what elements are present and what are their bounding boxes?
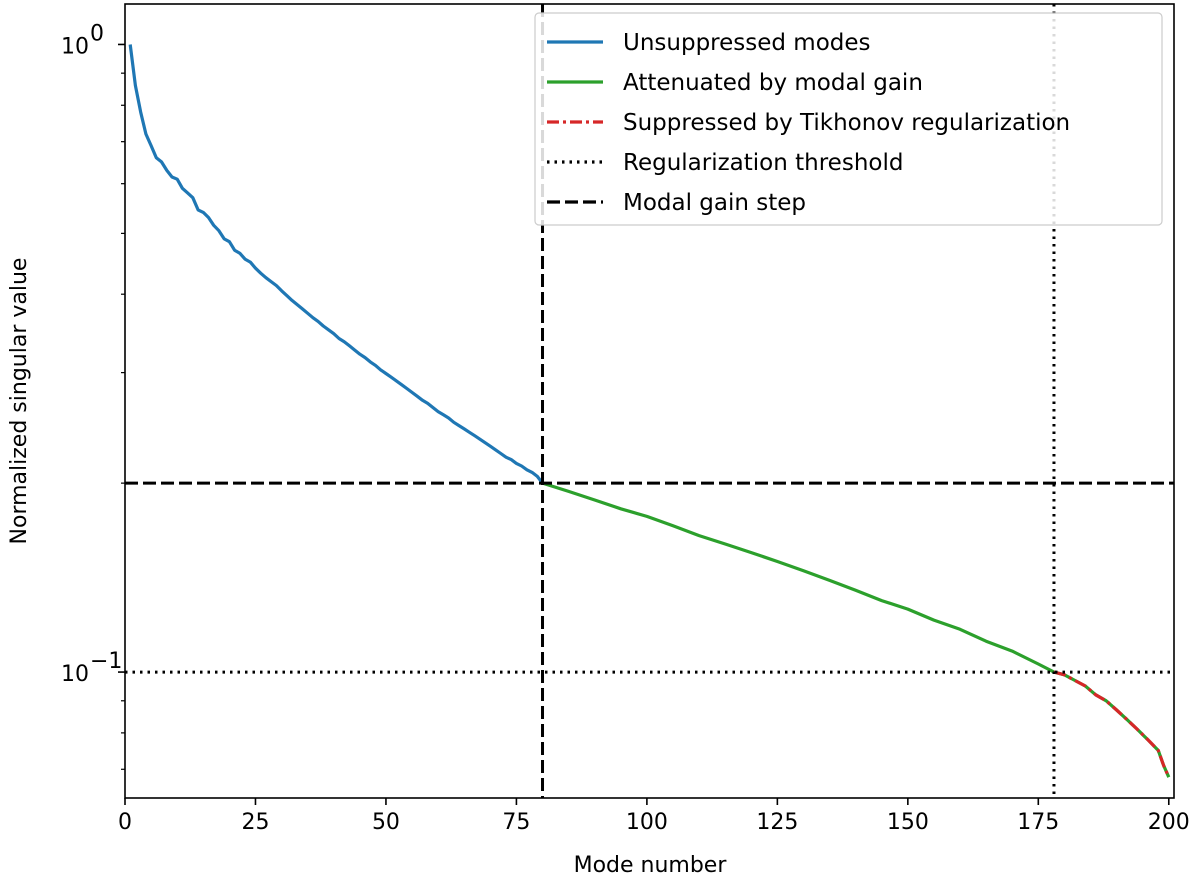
legend-label-regularization-threshold: Regularization threshold: [623, 150, 903, 176]
legend-label-attenuated-by-modal-gain: Attenuated by modal gain: [623, 70, 923, 96]
series-line-attenuated-by-modal-gain: [542, 481, 1171, 778]
x-tick-label: 175: [1017, 810, 1059, 835]
x-tick-label: 25: [241, 810, 269, 835]
series-line-unsuppressed-modes: [128, 44, 544, 485]
x-tick-label: 100: [626, 810, 668, 835]
x-tick-label: 125: [756, 810, 798, 835]
x-tick-label: 0: [118, 810, 132, 835]
legend-label-suppressed-by-tikhonov-regularization: Suppressed by Tikhonov regularization: [623, 110, 1070, 136]
legend-box: [534, 12, 1163, 226]
x-tick-label: 50: [372, 810, 400, 835]
y-axis-label: Normalized singular value: [7, 258, 32, 545]
y-tick-label: 10: [61, 662, 89, 687]
y-tick-label: 10: [61, 34, 89, 59]
legend-label-unsuppressed-modes: Unsuppressed modes: [623, 30, 871, 56]
plot-frame: [124, 3, 1175, 799]
series-line-suppressed-by-tikhonov-regularization: [1053, 670, 1171, 778]
x-tick-label: 200: [1148, 810, 1190, 835]
y-tick-label-exponent: 0: [90, 21, 104, 46]
x-tick-label: 75: [502, 810, 530, 835]
series-layer: [128, 44, 1171, 778]
legend: Unsuppressed modes Attenuated by modal ga…: [534, 12, 1163, 226]
legend-label-modal-gain-step: Modal gain step: [623, 190, 806, 216]
y-tick-label-exponent: −1: [90, 649, 122, 674]
x-tick-label: 150: [887, 810, 929, 835]
x-axis-label: Mode number: [574, 853, 728, 878]
